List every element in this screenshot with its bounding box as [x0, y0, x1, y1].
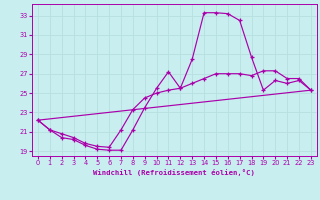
X-axis label: Windchill (Refroidissement éolien,°C): Windchill (Refroidissement éolien,°C)	[93, 169, 255, 176]
